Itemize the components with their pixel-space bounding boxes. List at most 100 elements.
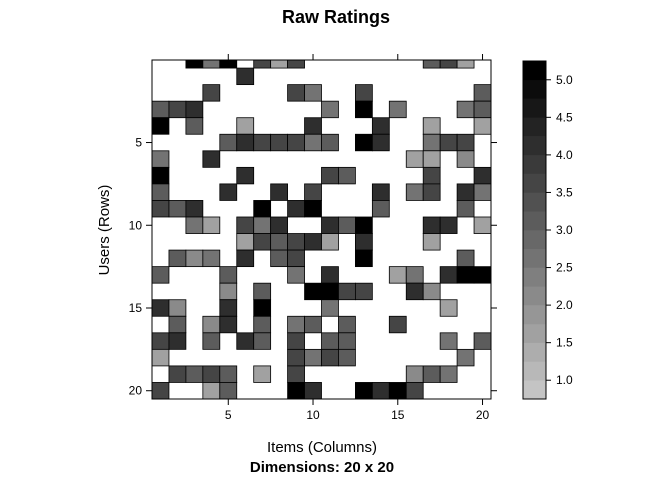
heatmap-cell <box>338 315 356 334</box>
heatmap-cell <box>354 84 373 102</box>
heatmap-cell <box>253 200 272 218</box>
colorbar-segment <box>523 61 546 81</box>
plot-frame <box>151 59 492 400</box>
heatmap-cell <box>422 166 441 185</box>
heatmap-cell <box>304 315 322 334</box>
heatmap-cell <box>473 117 491 135</box>
heatmap-cell <box>473 183 491 201</box>
heatmap-cell <box>253 299 272 317</box>
x-tick-label: 20 <box>476 408 490 422</box>
heatmap-cell <box>202 60 221 69</box>
heatmap-cell <box>321 282 339 301</box>
heatmap-cell <box>152 117 170 135</box>
y-tick-label: 10 <box>129 218 143 232</box>
heatmap-cell <box>236 133 255 152</box>
heatmap-cell <box>185 60 204 69</box>
heatmap-cell <box>287 382 305 399</box>
heatmap-cell <box>439 365 458 383</box>
heatmap-cell <box>456 100 475 119</box>
colorbar-tick-label: 3.5 <box>556 185 573 199</box>
heatmap-cell <box>473 216 491 234</box>
heatmap-cell <box>236 166 255 185</box>
heatmap-cell <box>456 150 475 168</box>
heatmap-cell <box>236 332 255 350</box>
heatmap-cell <box>304 382 322 399</box>
heatmap-cell <box>287 365 305 383</box>
heatmap-cell <box>304 133 322 152</box>
heatmap-cell <box>456 266 475 284</box>
heatmap-cell <box>253 332 272 350</box>
heatmap-cell <box>422 133 441 152</box>
heatmap-cell <box>152 166 170 185</box>
heatmap-cell <box>253 60 272 69</box>
heatmap-cell <box>321 233 339 251</box>
heatmap-cell <box>185 100 204 119</box>
heatmap-cell <box>354 216 373 234</box>
heatmap-cell <box>287 200 305 218</box>
heatmap-cell <box>219 60 238 69</box>
heatmap-cell <box>152 382 170 399</box>
x-tick-label: 5 <box>225 408 232 422</box>
heatmap-cell <box>219 266 238 284</box>
heatmap-cell <box>456 200 475 218</box>
colorbar-segment <box>523 248 546 268</box>
heatmap-cell <box>287 249 305 268</box>
x-tick-label: 10 <box>306 408 320 422</box>
heatmap-cell <box>185 249 204 268</box>
heatmap-cell <box>321 216 339 234</box>
heatmap-cell <box>253 282 272 301</box>
y-tick-label: 20 <box>129 384 143 398</box>
colorbar-segment <box>523 342 546 362</box>
heatmap-cell <box>354 233 373 251</box>
heatmap-cell <box>456 348 475 367</box>
heatmap-cell <box>338 282 356 301</box>
heatmap-cell <box>422 60 441 69</box>
y-tick-label: 5 <box>135 136 142 150</box>
heatmap-cell <box>219 315 238 334</box>
colorbar-tick-label: 1.5 <box>556 336 573 350</box>
heatmap-cell <box>354 133 373 152</box>
heatmap-cell <box>321 133 339 152</box>
heatmap-cell <box>219 365 238 383</box>
colorbar-segment <box>523 267 546 287</box>
colorbar-segment <box>523 192 546 212</box>
heatmap-cell <box>405 282 424 301</box>
heatmap-cell <box>473 84 491 102</box>
x-tick-label: 15 <box>391 408 405 422</box>
heatmap-cell <box>354 382 373 399</box>
heatmap-cell <box>287 60 305 69</box>
heatmap-cell <box>219 183 238 201</box>
y-axis-label: Users (Rows) <box>96 185 113 276</box>
colorbar-segment <box>523 380 546 400</box>
heatmap-cell <box>321 299 339 317</box>
heatmap-cell <box>439 60 458 69</box>
heatmap-cell <box>219 299 238 317</box>
heatmap-cell <box>405 183 424 201</box>
colorbar-segment <box>523 136 546 156</box>
heatmap-cell <box>270 233 288 251</box>
heatmap-cell <box>202 365 221 383</box>
heatmap-cell <box>236 117 255 135</box>
colorbar-tick-label: 3.0 <box>556 223 573 237</box>
heatmap-cell <box>253 216 272 234</box>
heatmap-cell <box>388 315 407 334</box>
heatmap-cell <box>388 100 407 119</box>
heatmap-cell <box>439 299 458 317</box>
colorbar-segment <box>523 98 546 118</box>
heatmap-cell <box>287 332 305 350</box>
colorbar-segment <box>523 211 546 231</box>
heatmap-cell <box>405 266 424 284</box>
heatmap-cell <box>185 216 204 234</box>
heatmap-cell <box>422 117 441 135</box>
heatmap-cell <box>287 266 305 284</box>
heatmap-cell <box>354 100 373 119</box>
heatmap-cell <box>253 315 272 334</box>
heatmap-cell <box>371 117 390 135</box>
heatmap-cell <box>473 166 491 185</box>
heatmap-cell <box>270 133 288 152</box>
y-tick-label: 15 <box>129 301 143 315</box>
heatmap-cell <box>270 183 288 201</box>
heatmap-cell <box>304 183 322 201</box>
heatmap-cell <box>304 348 322 367</box>
x-axis-ticks: 5 10 15 20 <box>225 54 490 422</box>
